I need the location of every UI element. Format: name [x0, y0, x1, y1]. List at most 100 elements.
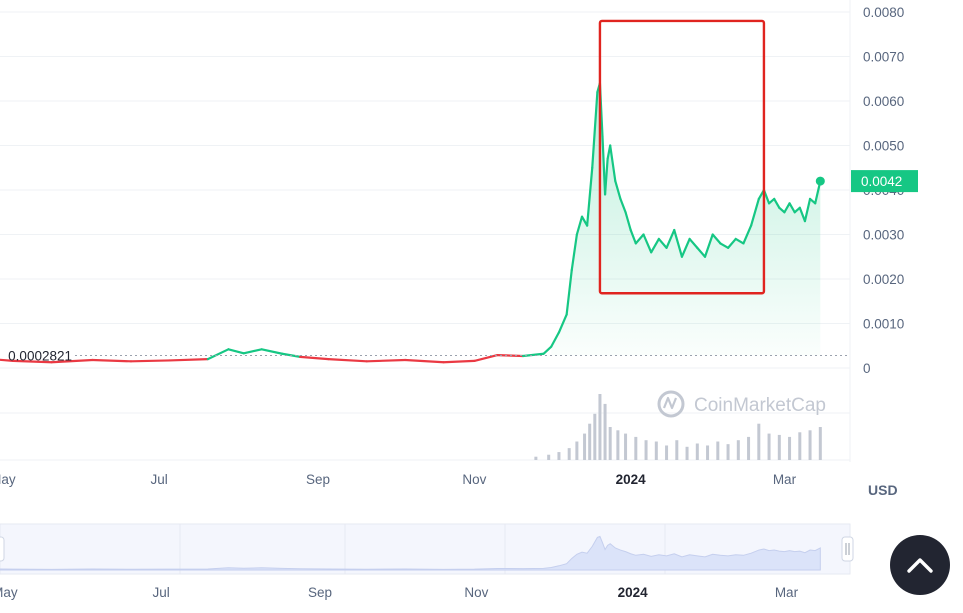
volume-bar: [665, 445, 669, 460]
price-line-segment: [50, 358, 94, 364]
price-line-segment: [642, 233, 653, 254]
y-axis-unit: USD: [868, 482, 898, 498]
price-line-segment: [788, 202, 796, 214]
price-line-segment: [619, 197, 627, 214]
x-tick-label: Sep: [306, 472, 330, 487]
price-line-segment: [570, 233, 578, 272]
price-line-segment: [404, 358, 445, 364]
volume-bar: [567, 448, 571, 460]
volume-bar: [593, 413, 597, 460]
price-line-segment: [634, 233, 645, 245]
volume-bar: [788, 436, 792, 460]
price-line-segment: [665, 228, 676, 249]
price-line-segment: [750, 197, 760, 227]
navigator-tick-label: Mar: [775, 585, 799, 600]
volume-bar: [695, 443, 699, 460]
price-line-segment: [798, 206, 807, 223]
price-line-segment: [227, 348, 245, 355]
volume-bar: [616, 430, 620, 460]
y-tick-label: 0.0030: [863, 228, 904, 243]
volume-bar: [808, 430, 812, 460]
price-line-segment: [206, 348, 230, 361]
volume-bar: [767, 433, 771, 460]
price-line-segment: [719, 242, 730, 249]
price-line-segment: [365, 358, 407, 363]
volume-bar: [557, 452, 561, 460]
price-line-segment: [680, 237, 691, 258]
volume-bar: [747, 436, 751, 460]
volume-bar: [583, 433, 587, 460]
x-tick-label: Jul: [151, 472, 168, 487]
volume-bar: [736, 440, 740, 460]
price-line-segment: [734, 237, 745, 245]
y-tick-label: 0.0070: [863, 50, 904, 65]
volume-bar: [726, 444, 730, 460]
navigator-left-handle[interactable]: [0, 536, 5, 562]
volume-bar: [598, 394, 602, 460]
scroll-to-top-button[interactable]: [890, 535, 950, 595]
volume-bar: [818, 427, 822, 460]
y-tick-label: 0.0010: [863, 317, 904, 332]
x-tick-label: 2024: [616, 472, 647, 487]
price-line-segment: [601, 135, 607, 196]
navigator-tick-label: May: [0, 585, 18, 600]
price-line-segment: [299, 355, 330, 361]
baseline-label: 0.0002821: [8, 348, 72, 363]
price-line-segment: [473, 353, 499, 362]
price-line-segment: [542, 345, 553, 355]
price-line-segment: [629, 228, 637, 245]
volume-bar: [777, 434, 781, 460]
highlight-box: [598, 19, 766, 295]
x-tick-label: Mar: [773, 472, 797, 487]
price-line-segment: [129, 359, 171, 363]
price-line-segment: [242, 348, 263, 355]
volume-bar: [757, 423, 761, 460]
price-line-segment: [703, 233, 714, 258]
price-line-segment: [614, 180, 622, 200]
volume-bar: [603, 403, 607, 460]
price-line-segment: [650, 237, 660, 254]
price-line-segment: [591, 90, 599, 169]
price-line-segment: [0, 358, 15, 362]
current-price-badge: [851, 170, 918, 193]
current-price-label: 0.0042: [861, 174, 902, 189]
navigator-tick-label: 2024: [618, 585, 649, 600]
price-line-segment: [327, 358, 368, 363]
volume-bar: [588, 423, 592, 460]
price-line-segment: [778, 206, 786, 214]
y-tick-label: 0.0050: [863, 139, 904, 154]
coinmarketcap-logo-icon: [657, 390, 685, 418]
volume-bar: [634, 436, 638, 460]
price-line-segment: [803, 197, 812, 223]
x-tick-label: Nov: [462, 472, 486, 487]
price-line-segment: [773, 197, 781, 209]
chevron-up-icon: [907, 558, 933, 573]
price-line-segment: [442, 359, 476, 364]
price-line-segment: [696, 246, 707, 258]
volume-bar: [685, 446, 689, 460]
y-tick-label: 0.0020: [863, 272, 904, 287]
volume-bar: [575, 441, 579, 460]
volume-bar: [798, 432, 802, 460]
price-line-segment: [767, 197, 776, 205]
volume-bar: [644, 440, 648, 460]
price-line-segment: [260, 348, 284, 355]
volume-bar: [654, 441, 658, 460]
volume-bar: [547, 454, 551, 460]
navigator-area: [0, 535, 821, 571]
price-line-segment: [726, 237, 737, 249]
price-line-segment: [12, 359, 53, 364]
watermark-text: CoinMarketCap: [694, 395, 826, 416]
y-tick-label: 0: [863, 361, 871, 376]
price-line-segment: [673, 228, 684, 258]
price-line-segment: [609, 144, 617, 183]
price-line-segment: [565, 269, 573, 316]
y-tick-label: 0.0060: [863, 94, 904, 109]
price-line-segment: [742, 224, 753, 245]
price-line-segment: [711, 233, 722, 245]
x-tick-label: May: [0, 472, 16, 487]
price-line-segment: [783, 202, 791, 214]
navigator-right-handle[interactable]: [841, 536, 854, 562]
price-line-segment: [575, 215, 584, 236]
